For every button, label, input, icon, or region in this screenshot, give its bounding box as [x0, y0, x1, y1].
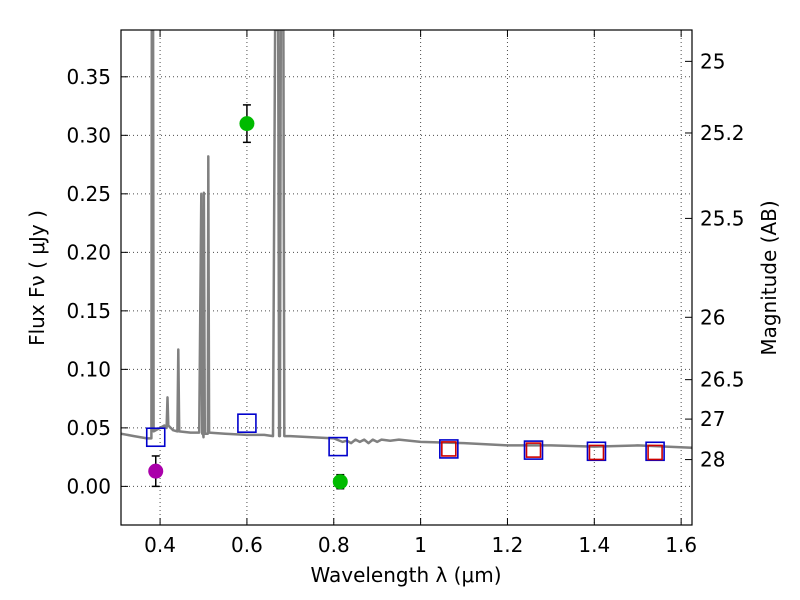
axes [120, 29, 693, 526]
flux-point-marker [239, 116, 255, 132]
y-tick-label: 0.30 [66, 123, 111, 147]
y2-tick-label: 27 [700, 407, 725, 431]
y-tick-label: 0.25 [66, 182, 111, 206]
spectrum-line [121, 30, 692, 450]
photometry-square-marker [145, 427, 166, 448]
x-tick-label: 1.2 [492, 533, 524, 557]
y2-tick-label: 28 [700, 448, 725, 472]
x-tick-label: 0.6 [231, 533, 263, 557]
y2-tick-label: 25 [700, 49, 725, 73]
y-tick-label: 0.10 [66, 357, 111, 381]
photometry-square-marker [525, 442, 542, 458]
x-tick-label: 1.6 [665, 533, 697, 557]
plot-frame [120, 29, 693, 526]
x-tick-label: 1 [414, 533, 427, 557]
x-tick-label: 1.4 [578, 533, 610, 557]
y-tick-label: 0.05 [66, 416, 111, 440]
photometry-square-marker [586, 441, 607, 462]
flux-point-marker [148, 463, 164, 479]
y2-tick-label: 25.5 [700, 206, 745, 230]
y-tick-label: 0.35 [66, 65, 111, 89]
photometry-square-marker [647, 444, 663, 461]
y2-tick-label: 26.5 [700, 368, 745, 392]
y2-tick-label: 25.2 [700, 121, 745, 145]
tick-labels: 0.4 0.6 0.8 1 1.2 1.4 1.6 0.00 0.05 0.10 0.15 0.20 0… [66, 49, 744, 557]
x-tick-label: 0.4 [144, 533, 176, 557]
x-tick-label: 0.8 [318, 533, 350, 557]
photometry-square-marker [523, 440, 544, 460]
photometry-square-marker [645, 441, 665, 462]
photometry-square-marker [237, 413, 257, 433]
plot-series [121, 30, 692, 490]
y-tick-label: 0.15 [66, 299, 111, 323]
y-tick-label: 0.20 [66, 240, 111, 264]
y2-axis-title: Magnitude (AB) [757, 200, 781, 355]
y2-tick-label: 26 [700, 305, 725, 329]
photometry-square-marker [328, 436, 348, 457]
photometry-square-marker [588, 444, 605, 461]
y-tick-label: 0.00 [66, 474, 111, 498]
x-axis-title: Wavelength λ (μm) [310, 563, 501, 587]
grid [121, 30, 692, 525]
y-axis-title: Flux Fν ( μJy ) [25, 210, 49, 346]
photometry-square-marker [441, 441, 457, 457]
flux-point-marker [332, 474, 348, 490]
photometry-square-marker [439, 439, 459, 459]
